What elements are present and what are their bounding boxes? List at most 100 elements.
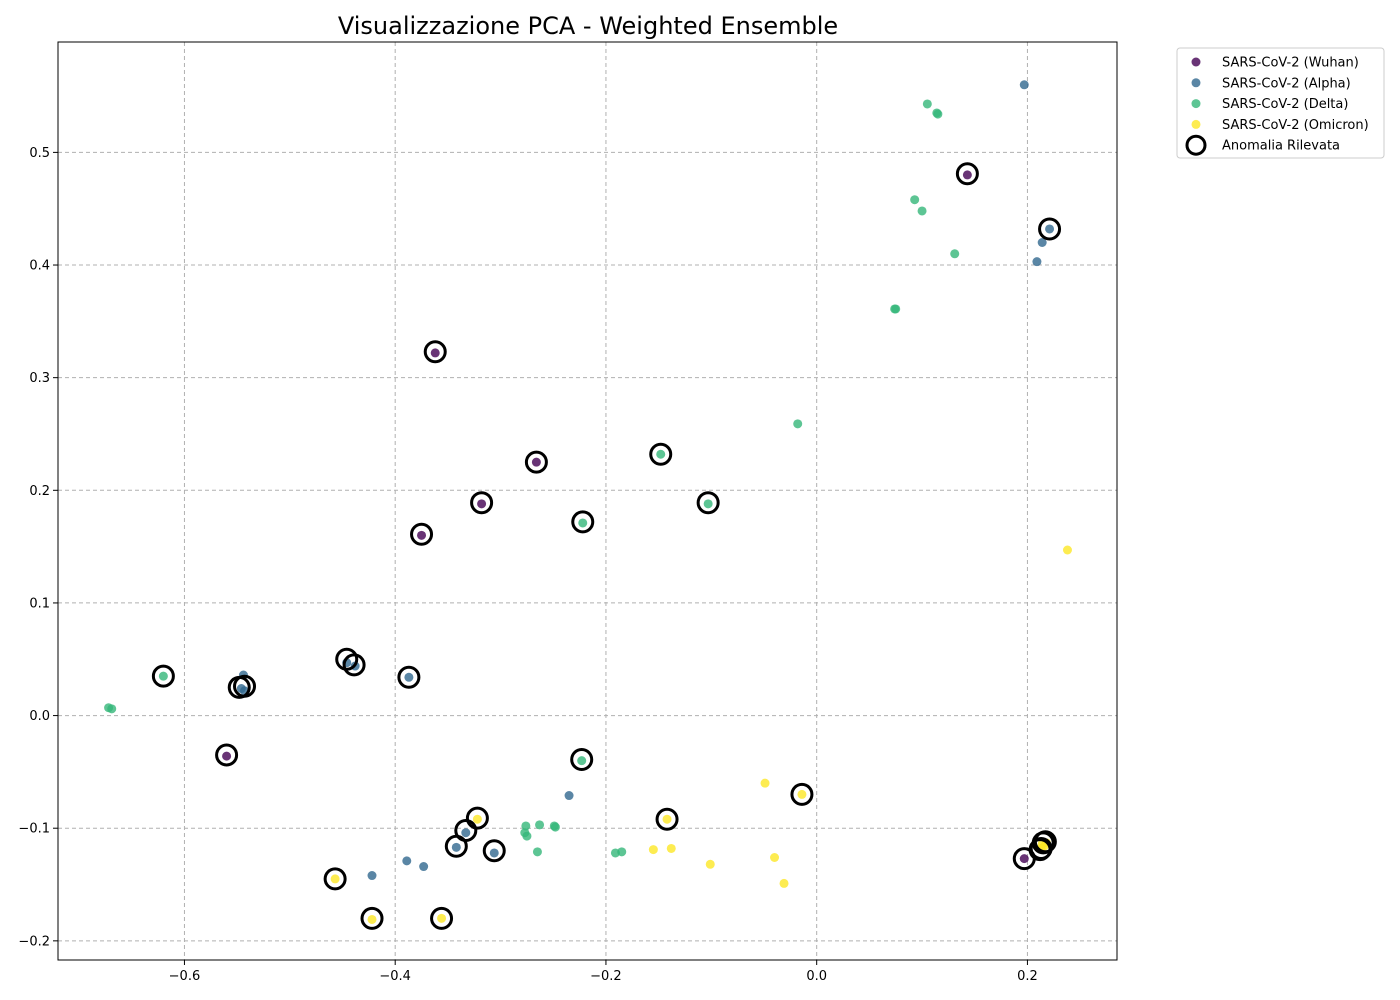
- anomaly-marker: [323, 867, 347, 891]
- chart-title: Visualizzazione PCA - Weighted Ensemble: [338, 12, 838, 40]
- point-sars-cov-2-omicron: [367, 914, 377, 924]
- point-sars-cov-2-omicron: [770, 852, 780, 862]
- legend-anomaly-marker: [1185, 134, 1207, 156]
- anomaly-marker: [397, 665, 421, 689]
- x-tick-label: −0.6: [169, 969, 201, 984]
- anomaly-marker: [570, 748, 594, 772]
- anomaly-marker: [423, 340, 447, 364]
- y-tick-label: 0.4: [29, 259, 50, 274]
- anomaly-marker: [790, 782, 814, 806]
- point-sars-cov-2-omicron: [1062, 545, 1072, 555]
- anomaly-marker: [233, 674, 257, 698]
- point-sars-cov-2-delta: [617, 847, 627, 857]
- y-tick-label: 0.2: [29, 484, 50, 499]
- x-tick-label: −0.4: [379, 969, 411, 984]
- legend-label: SARS-CoV-2 (Omicron): [1222, 118, 1369, 133]
- legend-label: SARS-CoV-2 (Alpha): [1222, 76, 1351, 91]
- scatter-points: [104, 80, 1072, 924]
- point-sars-cov-2-alpha: [564, 791, 574, 801]
- point-sars-cov-2-wuhan: [1019, 854, 1029, 864]
- anomaly-marker: [444, 834, 468, 858]
- point-sars-cov-2-omicron: [437, 913, 447, 923]
- point-sars-cov-2-alpha: [451, 842, 461, 852]
- y-tick-label: 0.1: [29, 596, 50, 611]
- legend-label: SARS-CoV-2 (Delta): [1222, 97, 1348, 112]
- legend-marker: [1191, 78, 1201, 88]
- anomaly-marker: [470, 491, 494, 515]
- x-tick-label: 0.0: [806, 969, 827, 984]
- point-sars-cov-2-delta: [522, 831, 532, 841]
- grid-lines: [58, 42, 1117, 960]
- x-tick-label: 0.2: [1017, 969, 1038, 984]
- point-sars-cov-2-wuhan: [531, 457, 541, 467]
- anomaly-marker: [649, 442, 673, 466]
- x-tick-label: −0.2: [590, 969, 622, 984]
- point-sars-cov-2-delta: [917, 206, 927, 216]
- x-axis-ticks: −0.6 −0.4 −0.2 0.0 0.2: [169, 960, 1038, 984]
- point-sars-cov-2-delta: [521, 821, 531, 831]
- point-sars-cov-2-delta: [158, 671, 168, 681]
- legend-marker: [1191, 99, 1201, 109]
- point-sars-cov-2-omicron: [648, 845, 658, 855]
- point-sars-cov-2-alpha: [1019, 80, 1029, 90]
- point-sars-cov-2-omicron: [705, 859, 715, 869]
- anomaly-marker: [524, 450, 548, 474]
- plot-area-frame: [57, 41, 1118, 961]
- point-sars-cov-2-wuhan: [962, 170, 972, 180]
- point-sars-cov-2-omicron: [662, 814, 672, 824]
- anomaly-marker: [360, 906, 384, 930]
- point-sars-cov-2-omicron: [666, 843, 676, 853]
- anomaly-marker: [955, 162, 979, 186]
- point-sars-cov-2-wuhan: [417, 530, 427, 540]
- point-sars-cov-2-alpha: [404, 672, 414, 682]
- point-sars-cov-2-delta: [793, 419, 803, 429]
- anomaly-marker: [571, 510, 595, 534]
- point-sars-cov-2-delta: [950, 249, 960, 259]
- point-sars-cov-2-delta: [656, 449, 666, 459]
- point-sars-cov-2-alpha: [1045, 224, 1055, 234]
- y-tick-label: 0.3: [29, 371, 50, 386]
- legend-marker: [1191, 119, 1201, 129]
- y-tick-label: 0.0: [29, 709, 50, 724]
- point-sars-cov-2-delta: [532, 847, 542, 857]
- point-sars-cov-2-alpha: [489, 848, 499, 858]
- point-sars-cov-2-alpha: [1037, 237, 1047, 247]
- y-tick-label: −0.1: [18, 822, 50, 837]
- anomaly-markers: [151, 162, 1062, 930]
- anomaly-marker: [151, 664, 175, 688]
- anomaly-marker: [1038, 217, 1062, 241]
- point-sars-cov-2-delta: [922, 99, 932, 109]
- point-sars-cov-2-delta: [910, 195, 920, 205]
- point-sars-cov-2-delta: [577, 756, 587, 766]
- legend-box: [1176, 47, 1385, 159]
- point-sars-cov-2-omicron: [330, 874, 340, 884]
- point-sars-cov-2-omicron: [760, 778, 770, 788]
- y-axis-ticks: −0.2 −0.1 0.0 0.1 0.2 0.3 0.4 0.5: [18, 146, 58, 949]
- point-sars-cov-2-delta: [550, 822, 560, 832]
- point-sars-cov-2-delta: [535, 820, 545, 830]
- point-sars-cov-2-alpha: [402, 856, 412, 866]
- anomaly-marker: [696, 491, 720, 515]
- point-sars-cov-2-omicron: [797, 789, 807, 799]
- anomaly-marker: [342, 653, 366, 677]
- point-sars-cov-2-alpha: [367, 871, 377, 881]
- point-sars-cov-2-alpha: [419, 862, 429, 872]
- legend-label: Anomalia Rilevata: [1222, 139, 1340, 154]
- point-sars-cov-2-alpha: [461, 828, 471, 838]
- anomaly-marker: [482, 839, 506, 863]
- point-sars-cov-2-wuhan: [222, 751, 232, 761]
- point-sars-cov-2-delta: [891, 304, 901, 314]
- point-sars-cov-2-omicron: [472, 814, 482, 824]
- point-sars-cov-2-delta: [703, 499, 713, 509]
- legend-label: SARS-CoV-2 (Wuhan): [1222, 56, 1359, 71]
- anomaly-marker: [1028, 838, 1052, 862]
- point-sars-cov-2-delta: [107, 704, 117, 714]
- legend: SARS-CoV-2 (Wuhan) SARS-CoV-2 (Alpha) SARS…: [1176, 47, 1385, 159]
- y-tick-label: −0.2: [18, 934, 50, 949]
- point-sars-cov-2-wuhan: [430, 348, 440, 358]
- point-sars-cov-2-delta: [933, 109, 943, 119]
- legend-marker: [1191, 57, 1201, 67]
- y-tick-label: 0.5: [29, 146, 50, 161]
- point-sars-cov-2-omicron: [779, 878, 789, 888]
